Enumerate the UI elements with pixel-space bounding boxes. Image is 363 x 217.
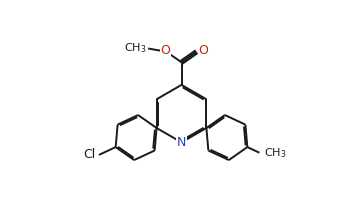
Text: O: O [160, 44, 170, 57]
Text: CH$_3$: CH$_3$ [264, 146, 286, 160]
Text: O: O [199, 44, 209, 57]
Text: N: N [177, 136, 186, 149]
Text: CH$_3$: CH$_3$ [124, 42, 146, 55]
Text: Cl: Cl [83, 148, 96, 161]
